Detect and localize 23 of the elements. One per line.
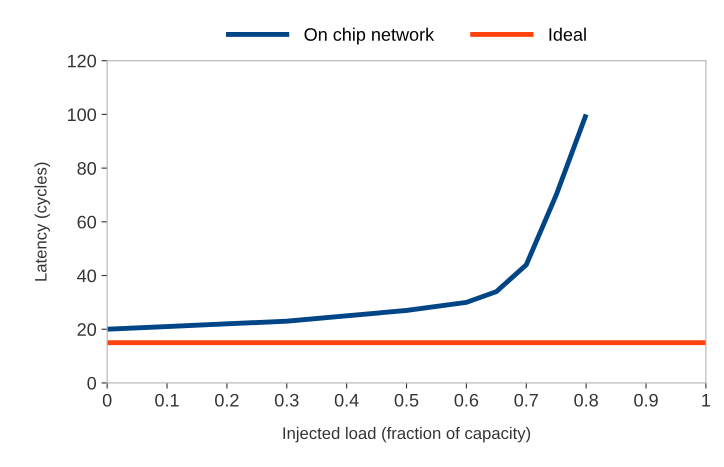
x-tick-label: 0.2 <box>215 394 239 407</box>
x-tick-label: 1 <box>702 394 710 406</box>
y-axis-title: Latency (cycles) <box>34 162 50 281</box>
x-tick-label: 0.4 <box>334 394 359 407</box>
legend-label: On chip network <box>304 28 434 44</box>
x-axis-title: Injected load (fraction of capacity) <box>283 426 530 442</box>
x-tick-label: 0.7 <box>514 394 538 407</box>
x-tick-label: 0.1 <box>155 394 179 407</box>
y-tick-label: 100 <box>68 108 96 122</box>
x-tick-label: 0.3 <box>274 394 299 407</box>
x-tick-label: 0.9 <box>634 394 658 407</box>
x-tick-label: 0.5 <box>394 394 418 407</box>
legend-label: Ideal <box>550 28 586 41</box>
y-tick-label: 20 <box>78 323 96 336</box>
x-tick-label: 0.8 <box>574 394 598 407</box>
y-tick-label: 40 <box>77 269 96 282</box>
y-tick-label: 60 <box>78 216 96 229</box>
y-tick-label: 80 <box>77 162 96 175</box>
x-tick-label: 0 <box>102 394 112 407</box>
y-tick-label: 0 <box>87 376 96 390</box>
x-tick-label: 0.6 <box>454 394 478 407</box>
line-series <box>107 112 589 332</box>
y-tick-label: 120 <box>68 54 96 68</box>
